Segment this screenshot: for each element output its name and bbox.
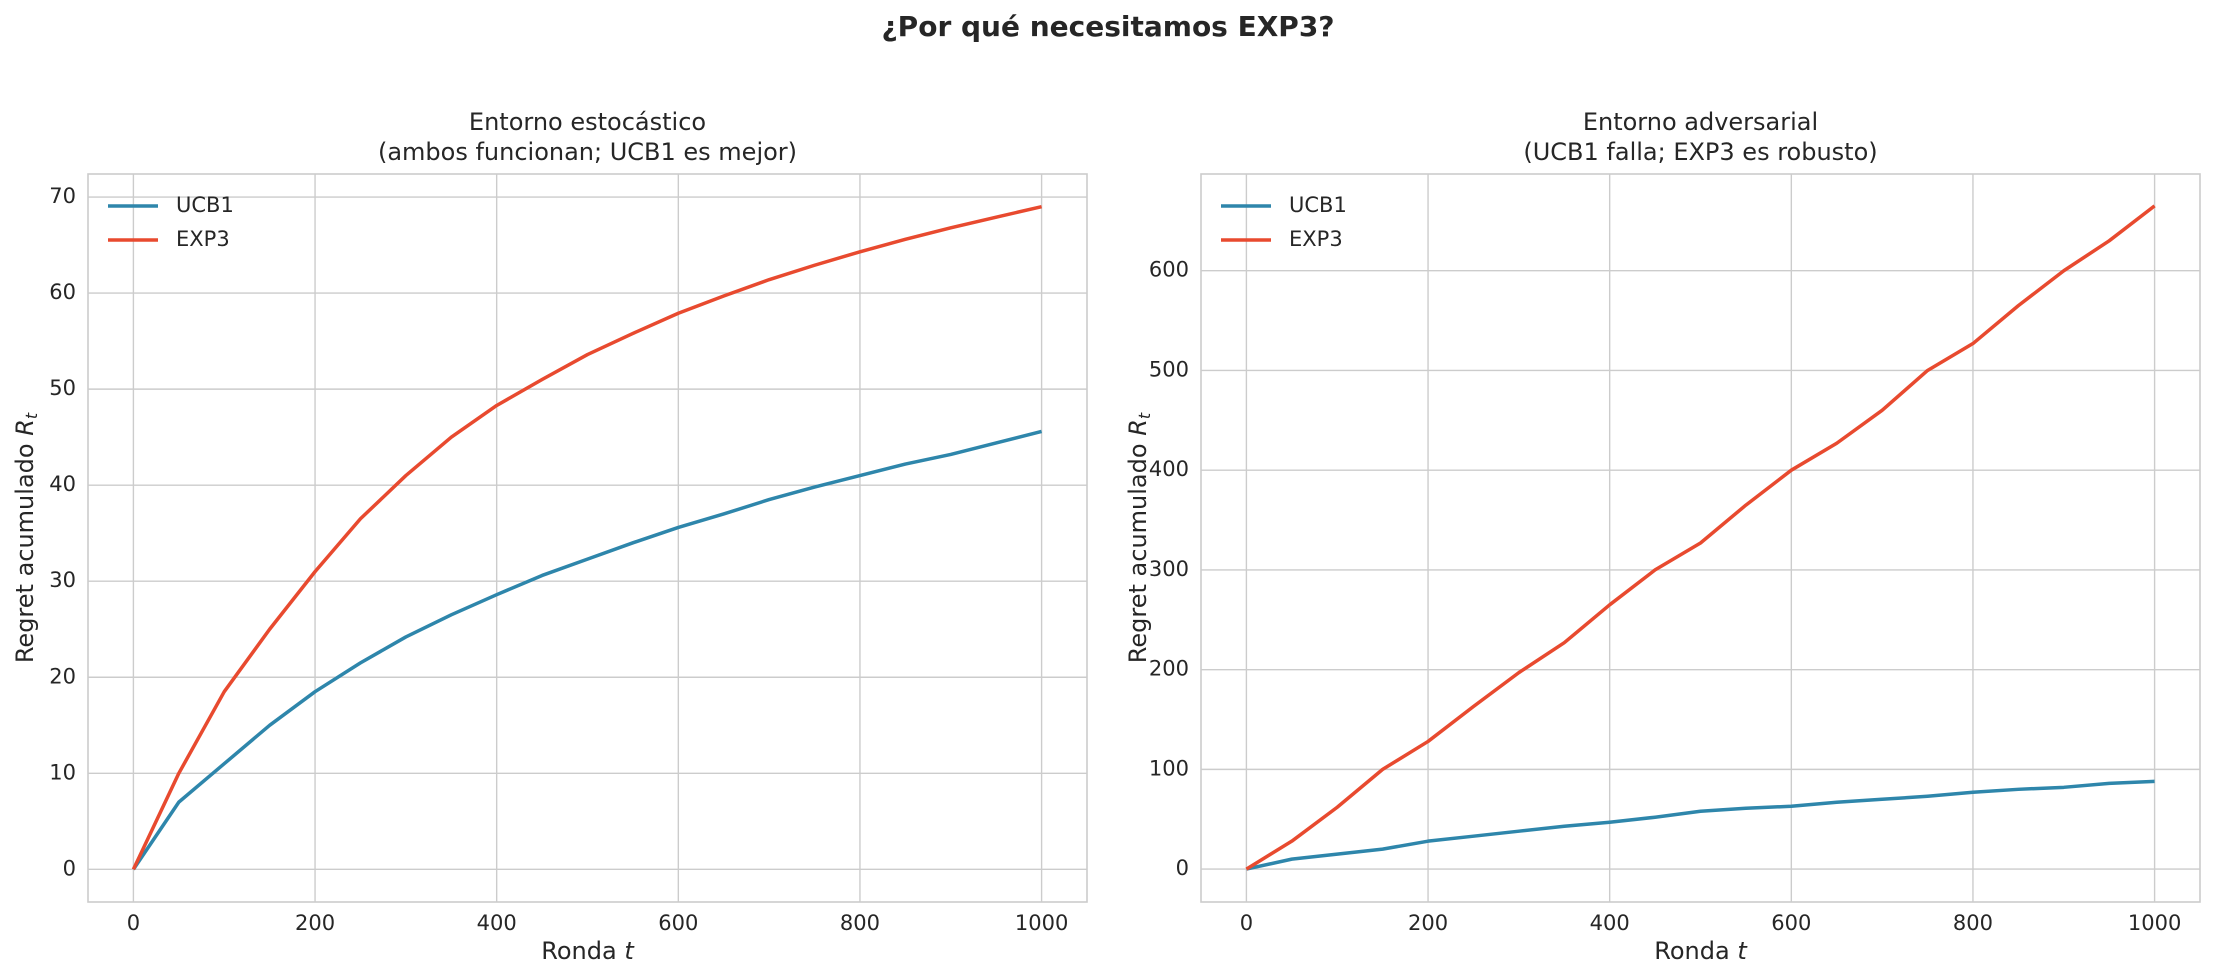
x-tick-label: 1000 xyxy=(2128,911,2181,935)
y-tick-label: 0 xyxy=(63,856,76,880)
y-axis-label-text: Regret acumulado xyxy=(1124,443,1152,663)
x-axis-label-var: t xyxy=(624,937,635,965)
y-tick-label: 600 xyxy=(1149,258,1189,282)
x-tick-label: 0 xyxy=(127,911,140,935)
x-tick-label: 1000 xyxy=(1015,911,1068,935)
y-tick-label: 40 xyxy=(49,472,76,496)
series-line xyxy=(131,204,1042,871)
subplot-title: (UCB1 falla; EXP3 es robusto) xyxy=(1523,138,1877,166)
y-tick-label: 10 xyxy=(49,760,76,784)
y-tick-label: 60 xyxy=(49,280,76,304)
axes-frame xyxy=(1200,173,2201,903)
legend-label: UCB1 xyxy=(176,193,234,217)
subplot-title: (ambos funcionan; UCB1 es mejor) xyxy=(378,138,797,166)
y-tick-label: 300 xyxy=(1149,557,1189,581)
x-axis-label-text: Ronda xyxy=(1654,937,1729,965)
x-axis-label-text: Ronda xyxy=(541,937,616,965)
subplot-title: Entorno estocástico xyxy=(469,108,706,136)
x-tick-label: 0 xyxy=(1240,911,1253,935)
y-tick-label: 400 xyxy=(1149,457,1189,481)
x-tick-label: 600 xyxy=(658,911,698,935)
y-tick-label: 20 xyxy=(49,664,76,688)
x-tick-label: 400 xyxy=(477,911,517,935)
x-tick-label: 800 xyxy=(840,911,880,935)
y-axis-label-var: R xyxy=(1124,419,1152,436)
legend-label: EXP3 xyxy=(176,227,230,251)
series-line xyxy=(1245,204,2156,871)
y-tick-label: 30 xyxy=(49,568,76,592)
legend-label: EXP3 xyxy=(1289,227,1343,251)
y-tick-label: 50 xyxy=(49,376,76,400)
y-tick-label: 0 xyxy=(1176,856,1189,880)
x-axis-label-var: t xyxy=(1737,937,1748,965)
y-axis-label-sub: t xyxy=(22,412,41,419)
x-tick-label: 200 xyxy=(1408,911,1448,935)
axes-frame xyxy=(87,173,1088,903)
y-tick-label: 100 xyxy=(1149,756,1189,780)
legend-label: UCB1 xyxy=(1289,193,1347,217)
y-axis-label-var: R xyxy=(11,419,39,436)
y-tick-label: 70 xyxy=(49,184,76,208)
series-line xyxy=(1246,779,2155,871)
x-tick-label: 200 xyxy=(295,911,335,935)
x-tick-label: 400 xyxy=(1590,911,1630,935)
y-axis-label-sub: t xyxy=(1135,412,1154,419)
series-line xyxy=(131,429,1043,871)
subplot-title: Entorno adversarial xyxy=(1583,108,1818,136)
x-tick-label: 600 xyxy=(1771,911,1811,935)
x-tick-label: 800 xyxy=(1953,911,1993,935)
x-axis-label: Ronda t xyxy=(1654,937,1748,965)
x-axis-label: Ronda t xyxy=(541,937,635,965)
y-tick-label: 500 xyxy=(1149,357,1189,381)
y-axis-label: Regret acumulado Rt xyxy=(1124,412,1154,663)
figure-title: ¿Por qué necesitamos EXP3? xyxy=(881,10,1334,43)
y-tick-label: 200 xyxy=(1149,657,1189,681)
y-axis-label-text: Regret acumulado xyxy=(11,443,39,663)
y-axis-label: Regret acumulado Rt xyxy=(11,412,41,663)
